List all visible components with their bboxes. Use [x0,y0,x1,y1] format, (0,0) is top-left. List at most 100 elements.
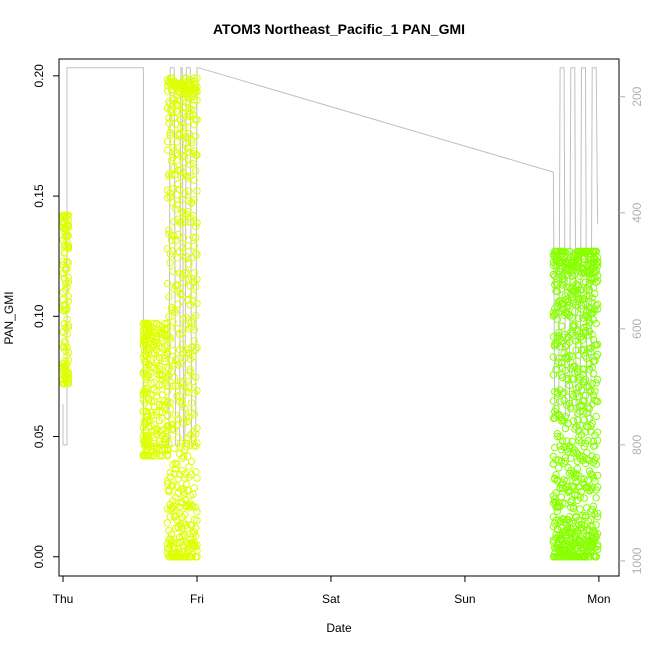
data-point [169,318,177,326]
data-point [171,205,180,213]
data-point [192,503,200,511]
data-point [577,286,586,294]
data-point [589,308,598,316]
data-point [181,321,189,329]
x-tick-label: Sun [454,592,475,606]
data-point [552,279,560,287]
data-point [178,454,187,463]
data-point [145,371,153,380]
data-point [560,417,568,425]
data-point [193,116,201,124]
data-point [556,307,564,316]
data-point [579,336,587,344]
data-point [549,333,558,341]
data-point [561,248,570,256]
data-point [593,305,602,313]
y-tick-label: 0.20 [32,64,46,88]
data-point [170,469,178,478]
data-point [592,412,600,421]
data-point [587,348,595,356]
data-point [583,292,591,301]
data-point [143,413,152,421]
data-point [588,330,596,338]
data-point [592,379,600,387]
data-point [166,131,174,140]
data-point [593,483,602,491]
data-point [592,267,600,275]
data-point [577,346,586,354]
data-point [178,208,187,216]
data-point [193,541,201,549]
data-point [193,516,201,525]
data-point [169,199,177,207]
data-point [187,139,196,147]
data-point [577,305,586,313]
data-point [575,295,583,303]
data-point [186,368,195,376]
data-point [60,343,69,351]
data-point [177,290,185,299]
data-point [185,383,193,391]
data-point [186,172,195,180]
data-point [178,341,187,349]
data-point [177,123,185,132]
y-axis-label: PAN_GMI [2,291,16,344]
data-point [165,312,173,321]
data-point [181,531,189,540]
data-point [181,189,189,198]
data-point [153,445,161,454]
data-point [588,419,596,428]
data-point [185,148,193,157]
x-axis-label: Date [326,621,352,635]
data-point [593,340,602,349]
data-point [179,452,188,461]
data-point [187,399,196,407]
data-point [166,398,174,407]
data-point [561,499,570,508]
data-point [178,329,187,337]
data-point [167,482,176,491]
data-point [182,172,191,180]
data-point [166,333,174,342]
data-point [161,342,169,350]
data-point [63,224,71,233]
data-point [190,528,199,536]
data-point [552,516,560,524]
data-point [181,152,189,161]
data-point [143,389,152,397]
data-point [179,234,188,242]
data-point [174,300,182,308]
data-point [549,397,558,405]
data-point [583,448,591,457]
data-point [64,376,73,385]
data-point [593,272,602,280]
data-point [565,399,574,408]
data-point [572,301,580,309]
data-point [187,502,196,510]
data-point [556,398,564,406]
data-point [182,139,191,147]
data-point [165,114,173,122]
data-point [584,331,592,339]
data-point [173,461,181,469]
data-point [185,129,193,138]
data-point [593,513,602,521]
data-point [167,171,176,179]
data-point [171,459,180,467]
data-point [557,417,566,425]
data-point [178,195,187,204]
data-point [183,452,192,461]
y2-tick-label: 400 [630,202,644,222]
data-point [181,218,189,227]
data-point [560,459,568,467]
data-point [64,231,73,240]
data-point [193,151,201,159]
data-point [179,379,188,387]
data-point [64,321,73,330]
data-point [170,113,178,122]
data-point [169,481,177,489]
data-point [189,211,197,220]
data-point [552,366,560,374]
data-point [593,375,602,384]
data-point [580,345,588,354]
